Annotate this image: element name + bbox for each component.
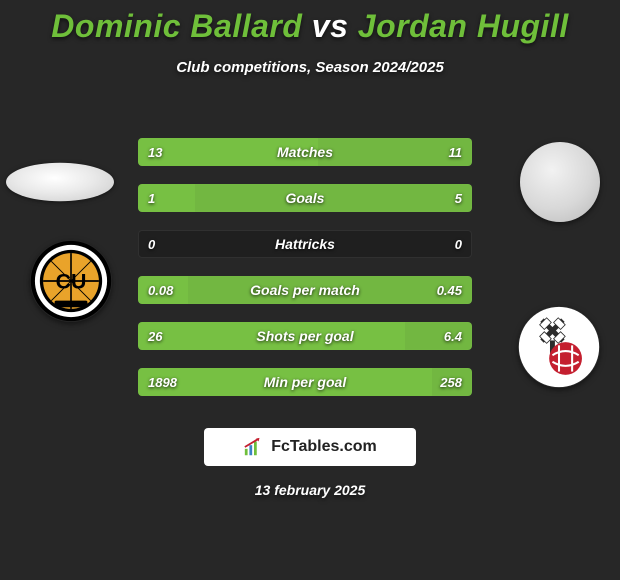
player2-photo (520, 142, 600, 222)
stat-label: Min per goal (138, 368, 472, 396)
stat-value-right: 0 (445, 230, 472, 258)
player2-club-badge (518, 306, 600, 388)
rotherham-badge-icon (518, 306, 600, 388)
stat-row: Shots per goal26 6.4 (138, 322, 472, 350)
stat-value-left: 1898 (138, 368, 187, 396)
stat-label: Hattricks (138, 230, 472, 258)
stat-row: Matches13 11 (138, 138, 472, 166)
stat-rows: Matches13 11 Goals1 5 Hattricks0 0 Goals per m… (138, 138, 472, 414)
stat-value-right: 0.45 (427, 276, 472, 304)
vs-text: vs (312, 8, 349, 44)
brand-text: FcTables.com (271, 438, 377, 456)
stat-value-right: 258 (430, 368, 472, 396)
player2-name: Jordan Hugill (358, 8, 569, 44)
stat-value-left: 1 (138, 184, 165, 212)
stat-row: Goals1 5 (138, 184, 472, 212)
stat-value-right: 11 (439, 138, 473, 166)
stat-label: Shots per goal (138, 322, 472, 350)
stat-row: Goals per match0.08 0.45 (138, 276, 472, 304)
stat-value-right: 5 (445, 184, 472, 212)
cambridge-badge-icon: CU (30, 240, 112, 322)
stat-value-left: 26 (138, 322, 172, 350)
stat-value-right: 6.4 (434, 322, 472, 350)
svg-text:CU: CU (56, 269, 87, 293)
subtitle: Club competitions, Season 2024/2025 (0, 59, 620, 76)
stat-label: Goals (138, 184, 472, 212)
comparison-area: CU Match (0, 124, 620, 414)
player1-club-badge: CU (30, 240, 112, 322)
player1-photo (6, 163, 114, 201)
stat-value-left: 0 (138, 230, 165, 258)
fctables-logo-icon (243, 436, 265, 458)
stat-label: Matches (138, 138, 472, 166)
stat-row: Min per goal1898 258 (138, 368, 472, 396)
player1-name: Dominic Ballard (51, 8, 302, 44)
stat-row: Hattricks0 0 (138, 230, 472, 258)
footer-date: 13 february 2025 (0, 482, 620, 498)
brand-box[interactable]: FcTables.com (204, 428, 416, 466)
stat-value-left: 0.08 (138, 276, 183, 304)
stat-value-left: 13 (138, 138, 172, 166)
stat-label: Goals per match (138, 276, 472, 304)
page-title: Dominic Ballard vs Jordan Hugill (0, 0, 620, 45)
